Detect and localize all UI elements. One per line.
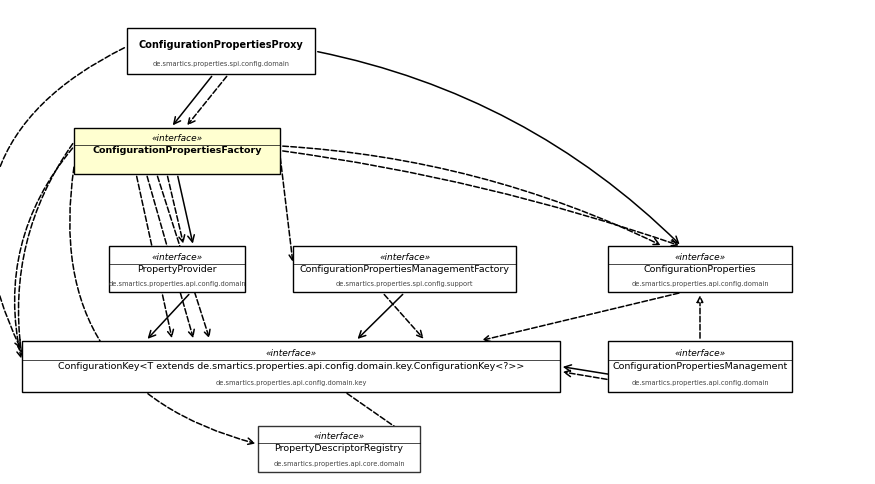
Text: de.smartics.properties.api.config.domain: de.smartics.properties.api.config.domain xyxy=(631,281,769,287)
Text: de.smartics.properties.api.core.domain: de.smartics.properties.api.core.domain xyxy=(273,460,405,466)
Text: ConfigurationKey<T extends de.smartics.properties.api.config.domain.key.Configur: ConfigurationKey<T extends de.smartics.p… xyxy=(58,361,524,370)
FancyBboxPatch shape xyxy=(293,247,516,293)
FancyBboxPatch shape xyxy=(608,341,792,392)
FancyBboxPatch shape xyxy=(74,128,280,174)
Text: «interface»: «interface» xyxy=(313,432,365,440)
Text: PropertyDescriptorRegistry: PropertyDescriptorRegistry xyxy=(275,443,403,453)
Text: «interface»: «interface» xyxy=(151,253,203,261)
Text: ConfigurationPropertiesProxy: ConfigurationPropertiesProxy xyxy=(138,40,304,50)
FancyBboxPatch shape xyxy=(608,247,792,293)
Text: «interface»: «interface» xyxy=(675,253,725,261)
Text: «interface»: «interface» xyxy=(265,348,317,357)
Text: de.smartics.properties.spi.config.domain: de.smartics.properties.spi.config.domain xyxy=(152,60,290,66)
FancyBboxPatch shape xyxy=(258,426,420,472)
Text: ConfigurationPropertiesManagement: ConfigurationPropertiesManagement xyxy=(612,361,788,370)
FancyBboxPatch shape xyxy=(127,29,315,75)
FancyBboxPatch shape xyxy=(109,247,245,293)
Text: de.smartics.properties.api.config.domain: de.smartics.properties.api.config.domain xyxy=(108,281,246,287)
Text: de.smartics.properties.api.config.domain.key: de.smartics.properties.api.config.domain… xyxy=(215,379,367,385)
Text: «interface»: «interface» xyxy=(379,253,430,261)
Text: «interface»: «interface» xyxy=(151,134,203,143)
Text: ConfigurationPropertiesFactory: ConfigurationPropertiesFactory xyxy=(93,146,262,155)
Text: de.smartics.properties.api.config.domain: de.smartics.properties.api.config.domain xyxy=(631,379,769,385)
Text: de.smartics.properties.spi.config.support: de.smartics.properties.spi.config.suppor… xyxy=(336,281,473,287)
Text: ConfigurationPropertiesManagementFactory: ConfigurationPropertiesManagementFactory xyxy=(299,264,509,273)
Text: ConfigurationProperties: ConfigurationProperties xyxy=(644,264,756,273)
FancyBboxPatch shape xyxy=(22,341,560,392)
Text: «interface»: «interface» xyxy=(675,348,725,357)
Text: PropertyProvider: PropertyProvider xyxy=(137,264,217,273)
